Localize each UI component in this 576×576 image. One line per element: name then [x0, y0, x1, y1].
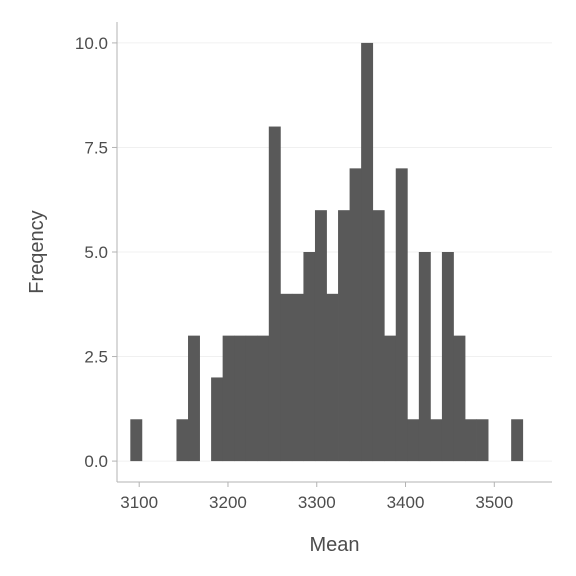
histogram-bar-15 [303, 252, 316, 462]
histogram-bar-11 [257, 335, 270, 462]
histogram-bar-25 [418, 252, 431, 462]
y-axis-ticks: 0.0 2.5 5.0 7.5 10.0 [75, 34, 117, 471]
histogram-bar-17 [326, 293, 339, 462]
histogram-bar-8 [222, 335, 235, 462]
histogram-bars [130, 42, 524, 462]
histogram-bar-10 [245, 335, 258, 462]
histogram-bar-9 [234, 335, 247, 462]
histogram-bar-13 [280, 293, 293, 462]
histogram-bar-14 [291, 293, 304, 462]
histogram-bar-16 [314, 210, 327, 462]
y-axis-title: Freqency [26, 210, 48, 293]
x-tick-label-0: 3100 [120, 493, 158, 512]
histogram-bar-0 [130, 419, 143, 462]
histogram-bar-7 [211, 377, 224, 462]
histogram-bar-18 [338, 210, 350, 462]
histogram-bar-5 [188, 335, 200, 462]
histogram-bar-12 [268, 126, 281, 462]
histogram-bar-24 [407, 419, 420, 462]
histogram-bar-4 [176, 419, 189, 462]
x-tick-label-1: 3200 [209, 493, 247, 512]
histogram-bar-26 [430, 419, 443, 462]
histogram-bar-29 [465, 419, 477, 462]
y-tick-label-2: 5.0 [84, 243, 108, 262]
histogram-bar-28 [453, 335, 466, 462]
histogram-bar-19 [349, 168, 362, 462]
histogram-bar-23 [395, 168, 408, 462]
x-tick-label-2: 3300 [298, 493, 336, 512]
x-axis-title: Mean [309, 534, 359, 556]
histogram-bar-21 [372, 210, 385, 462]
histogram-bar-20 [361, 42, 374, 462]
y-tick-label-4: 10.0 [75, 34, 108, 53]
histogram-bar-22 [384, 335, 397, 462]
y-tick-label-3: 7.5 [84, 138, 108, 157]
x-axis-ticks: 3100 3200 3300 3400 3500 [120, 482, 513, 512]
y-tick-label-0: 0.0 [84, 452, 108, 471]
x-tick-label-4: 3500 [475, 493, 513, 512]
histogram-bar-27 [441, 252, 454, 462]
y-tick-label-1: 2.5 [84, 348, 108, 367]
histogram-bar-30 [476, 419, 489, 462]
x-tick-label-3: 3400 [387, 493, 425, 512]
histogram-bar-33 [511, 419, 524, 462]
